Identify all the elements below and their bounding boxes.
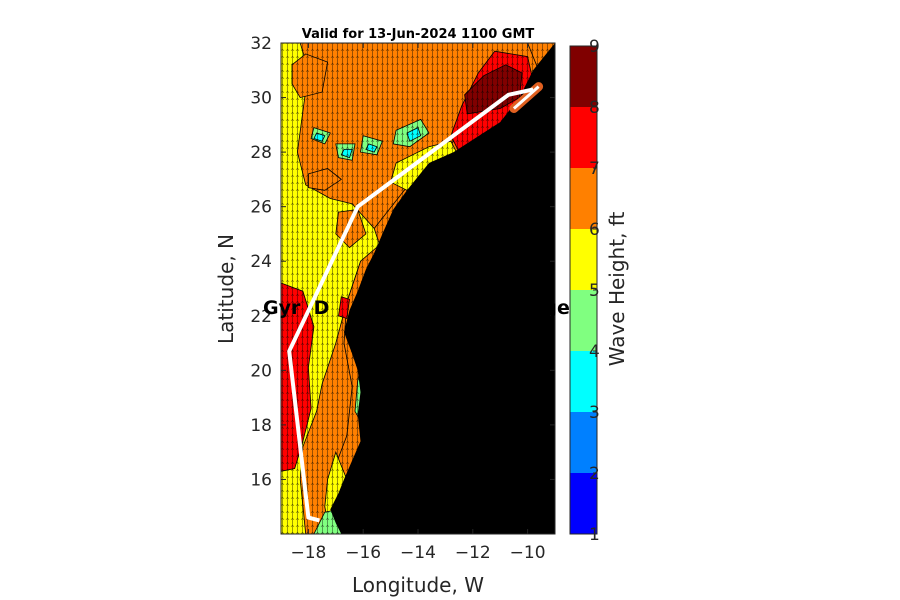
colorbar-swatch (570, 473, 597, 534)
y-tick-label: 28 (250, 143, 272, 163)
y-axis-label: Latitude, N (214, 234, 238, 344)
route-track (287, 82, 544, 523)
y-tick-label: 24 (250, 252, 272, 272)
x-axis-label: Longitude, W (352, 573, 484, 597)
y-axis: 16 18 20 22 24 26 28 30 32 (250, 34, 555, 490)
x-tick-label: −16 (345, 543, 381, 563)
colorbar-swatch (570, 46, 597, 107)
x-tick-label: −10 (510, 543, 546, 563)
colorbar-tick-label: 7 (589, 159, 600, 179)
y-tick-label: 30 (250, 89, 272, 109)
colorbar-tick-label: 5 (589, 281, 600, 301)
x-tick-label: −12 (455, 543, 491, 563)
colorbar-label: Wave Height, ft (605, 212, 629, 367)
colorbar-tick-label: 1 (589, 525, 600, 545)
y-tick-label: 20 (250, 361, 272, 381)
x-tick-label: −14 (400, 543, 436, 563)
route-line (287, 87, 534, 523)
land-mask (330, 43, 555, 534)
colorbar-tick-label: 3 (589, 403, 600, 423)
colorbar-frame (569, 45, 598, 535)
chart-title: Valid for 13-Jun-2024 1100 GMT (302, 27, 535, 42)
colorbar-swatch (570, 168, 597, 229)
colorbar-swatch (570, 107, 597, 168)
y-tick-label: 32 (250, 34, 272, 54)
colorbar-swatch (570, 412, 597, 473)
colorbar-tick-label: 2 (589, 464, 600, 484)
overlay-message: Gyr D ssage (263, 297, 570, 319)
colorbar-tick-label: 8 (589, 98, 600, 118)
colorbar-swatch (570, 290, 597, 351)
land-polygon (330, 43, 555, 534)
y-tick-label: 18 (250, 416, 272, 436)
x-axis: −18 −16 −14 −12 −10 (290, 43, 546, 563)
colorbar-tick-label: 9 (589, 37, 600, 57)
y-tick-label: 26 (250, 198, 272, 218)
y-tick-label: 22 (250, 307, 272, 327)
plot-area (281, 43, 555, 534)
y-tick-label: 16 (250, 470, 272, 490)
x-tick-label: −18 (290, 543, 326, 563)
colorbar-swatch (570, 229, 597, 290)
colorbar: 1 2 3 4 5 6 7 8 9 (570, 37, 600, 545)
colorbar-swatch (570, 351, 597, 412)
colorbar-tick-label: 4 (589, 342, 600, 362)
route-highlight-core (512, 85, 540, 110)
colorbar-tick-label: 6 (589, 220, 600, 240)
